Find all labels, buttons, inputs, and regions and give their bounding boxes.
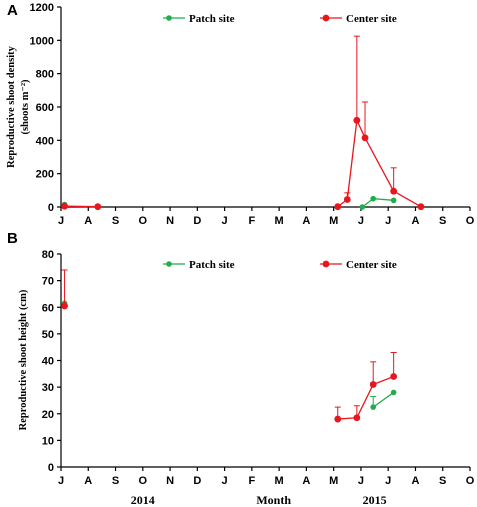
x-tick-label: J: [58, 475, 64, 487]
x-tick-label: M: [329, 215, 338, 227]
y-axis-label: Reproductive shoot height (cm): [18, 289, 29, 430]
y-tick-label: 10: [42, 435, 54, 447]
x-tick-label: J: [222, 215, 228, 227]
x-tick-label: M: [329, 475, 338, 487]
x-tick-label: A: [302, 475, 310, 487]
data-point: [369, 381, 377, 388]
x-tick-label: A: [411, 475, 419, 487]
x-tick-label: N: [166, 215, 174, 227]
series-line-segment: [393, 190, 422, 208]
series-line-segment: [346, 120, 358, 200]
x-tick-label: J: [358, 215, 364, 227]
y-tick-label: 1000: [30, 35, 54, 47]
x-tick-label: O: [466, 475, 475, 487]
x-tick-label: O: [139, 215, 148, 227]
legend-label: Patch site: [189, 259, 235, 271]
series-line-segment: [372, 375, 394, 386]
y-tick-label: 0: [48, 202, 54, 214]
data-point: [390, 373, 398, 380]
panel-label: B: [7, 230, 18, 247]
x-tick-label: D: [193, 215, 201, 227]
y-tick-label: 70: [42, 276, 54, 288]
x-tick-label: M: [275, 215, 284, 227]
y-tick-label: 200: [36, 169, 54, 181]
y-tick-label: 40: [42, 356, 54, 368]
x-tick-label: A: [84, 475, 92, 487]
x-tick-label: O: [466, 215, 475, 227]
data-point: [353, 116, 361, 124]
x-tick-label: D: [193, 475, 201, 487]
data-point: [353, 414, 361, 422]
series-line-segment: [373, 198, 394, 201]
data-point: [417, 203, 425, 211]
x-tick-label: M: [275, 475, 284, 487]
y-tick-label: 800: [36, 69, 54, 81]
y-tick-label: 60: [42, 302, 54, 314]
x-tick-label: S: [112, 215, 119, 227]
data-point: [361, 134, 369, 142]
x-tick-label: N: [166, 475, 174, 487]
data-point: [334, 415, 342, 423]
series-line-segment: [372, 391, 395, 408]
x-tick-label: J: [222, 475, 228, 487]
y-tick-label: 50: [42, 329, 54, 341]
legend-label: Center site: [346, 259, 397, 271]
x-tick-label: A: [302, 215, 310, 227]
year-label-2014: 2014: [131, 493, 155, 507]
year-label-2015: 2015: [363, 493, 387, 507]
legend-marker: [166, 15, 172, 21]
y-tick-label: 20: [42, 409, 54, 421]
y-tick-label: 80: [42, 249, 54, 261]
x-tick-label: J: [358, 475, 364, 487]
x-tick-label: O: [139, 475, 148, 487]
y-tick-label: 600: [36, 102, 54, 114]
y-tick-label: 30: [42, 382, 54, 394]
data-point: [94, 203, 102, 211]
x-tick-label: J: [385, 475, 391, 487]
x-tick-label: J: [385, 215, 391, 227]
panel-label: A: [7, 2, 18, 19]
data-point: [370, 404, 377, 410]
x-tick-label: A: [84, 215, 92, 227]
data-point: [370, 195, 377, 202]
x-tick-label: F: [248, 475, 255, 487]
x-tick-label: A: [411, 215, 419, 227]
data-point: [359, 204, 366, 210]
legend-marker: [322, 260, 330, 268]
y-tick-label: 400: [36, 135, 54, 147]
x-tick-label: S: [112, 475, 119, 487]
series-line-segment: [64, 205, 98, 208]
y-axis-label: Reproductive shoot density: [6, 45, 17, 167]
data-point: [390, 197, 397, 204]
x-tick-label: J: [58, 215, 64, 227]
data-point: [61, 302, 68, 310]
series-line-segment: [364, 137, 395, 192]
data-point: [390, 187, 398, 195]
y-tick-label: 1200: [30, 2, 54, 14]
series-line-segment: [356, 384, 374, 419]
x-tick-label: S: [439, 475, 446, 487]
x-tick-label: S: [439, 215, 446, 227]
data-point: [61, 202, 68, 210]
legend-marker: [322, 14, 330, 22]
legend-label: Center site: [346, 13, 397, 25]
data-point: [343, 196, 351, 203]
legend-marker: [166, 261, 172, 267]
legend-label: Patch site: [189, 13, 235, 25]
x-axis-label: Month: [256, 493, 291, 507]
data-point: [390, 389, 397, 396]
y-tick-label: 0: [48, 462, 54, 474]
x-tick-label: F: [248, 215, 255, 227]
data-point: [334, 203, 342, 211]
y-axis-label: (shoots m⁻²): [20, 79, 31, 135]
